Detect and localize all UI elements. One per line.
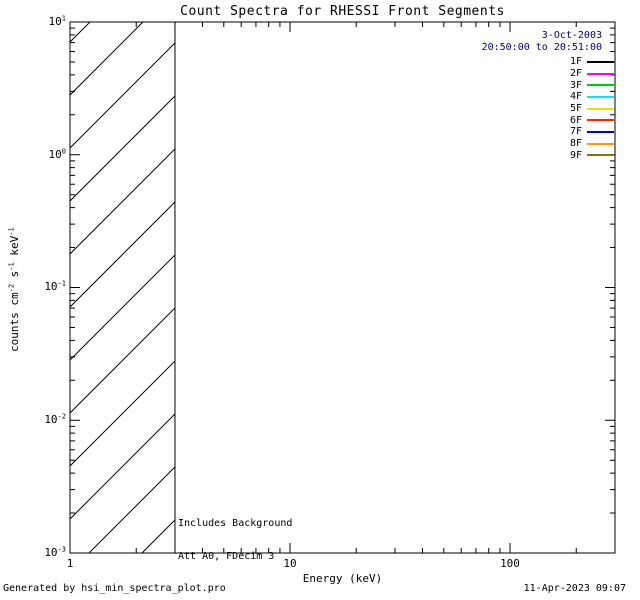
observation-interval: 20:50:00 to 20:51:00 xyxy=(481,41,602,53)
legend-label: 4F xyxy=(569,91,582,103)
plot-annotation: Includes Background Att A0, FDecim 3 xyxy=(178,496,292,584)
legend-line-swatch xyxy=(587,142,614,145)
legend-line-swatch xyxy=(587,130,614,133)
y-tick-label: 10-2 xyxy=(44,412,66,426)
legend-item: 8F xyxy=(570,138,614,150)
legend-line-swatch xyxy=(587,72,614,75)
axis-ticks xyxy=(69,21,616,554)
axis-frame xyxy=(69,21,616,554)
annotation-background: Includes Background xyxy=(178,518,293,529)
observation-date: 3-Oct-2003 xyxy=(541,30,602,41)
legend-item: 2F xyxy=(570,68,614,80)
legend-label: 1F xyxy=(569,56,582,68)
hatch-region xyxy=(70,22,175,553)
legend-item: 7F xyxy=(570,126,614,138)
legend-line-swatch xyxy=(587,107,614,110)
y-tick-label: 101 xyxy=(48,14,66,28)
chart-title: Count Spectra for RHESSI Front Segments xyxy=(180,4,505,19)
legend-line-swatch xyxy=(587,60,614,63)
legend-label: 7F xyxy=(569,126,582,138)
legend-label: 5F xyxy=(569,103,582,115)
legend-line-swatch xyxy=(587,84,614,87)
generated-by-text: Generated by hsi_min_spectra_plot.pro xyxy=(3,583,226,594)
legend-line-swatch xyxy=(587,154,614,157)
render-timestamp: 11-Apr-2023 09:07 xyxy=(523,583,626,594)
hatch-lines xyxy=(70,22,175,553)
legend-line-swatch xyxy=(587,95,614,98)
legend-label: 8F xyxy=(569,138,582,150)
y-tick-label: 10-3 xyxy=(44,545,66,559)
legend-label: 3F xyxy=(569,79,582,91)
y-axis-label: counts cm-2 s-1 keV-1 xyxy=(7,227,21,352)
legend-item: 4F xyxy=(570,91,614,103)
legend-line-swatch xyxy=(587,119,614,122)
x-axis-label: Energy (keV) xyxy=(302,572,383,585)
annotation-attenuator: Att A0, FDecim 3 xyxy=(178,551,275,562)
legend-item: 3F xyxy=(570,79,614,91)
legend-label: 2F xyxy=(569,68,582,80)
y-tick-label: 10-1 xyxy=(44,279,66,293)
legend: 1F 2F 3F 4F 5F 6F 7F 8F xyxy=(570,56,614,161)
x-tick-label: 100 xyxy=(500,557,520,570)
x-tick-label: 10 xyxy=(283,557,297,570)
legend-label: 9F xyxy=(569,149,582,161)
legend-item: 6F xyxy=(570,114,614,126)
legend-label: 6F xyxy=(569,114,582,126)
observation-time-block: 3-Oct-2003 20:50:00 to 20:51:00 xyxy=(482,30,602,53)
legend-item: 9F xyxy=(570,150,614,162)
legend-item: 1F xyxy=(570,56,614,68)
y-tick-label: 100 xyxy=(48,147,66,161)
legend-item: 5F xyxy=(570,103,614,115)
x-tick-label: 1 xyxy=(66,557,74,570)
